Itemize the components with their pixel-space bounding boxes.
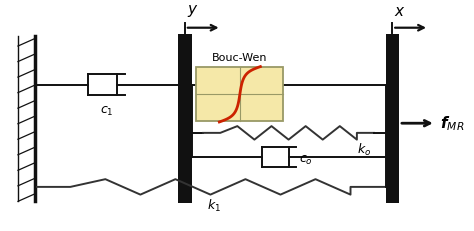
- Bar: [385, 34, 399, 203]
- Text: Bouc-Wen: Bouc-Wen: [212, 53, 268, 63]
- Bar: [178, 34, 191, 203]
- Bar: [196, 67, 283, 121]
- Text: $k_1$: $k_1$: [207, 198, 221, 214]
- Text: $c_o$: $c_o$: [299, 154, 312, 167]
- Text: $\boldsymbol{f}_{MR}$: $\boldsymbol{f}_{MR}$: [439, 114, 464, 133]
- Text: $k_o$: $k_o$: [357, 142, 371, 158]
- Text: $c_1$: $c_1$: [100, 105, 114, 118]
- Text: $x$: $x$: [394, 4, 406, 19]
- Text: $y$: $y$: [187, 3, 199, 19]
